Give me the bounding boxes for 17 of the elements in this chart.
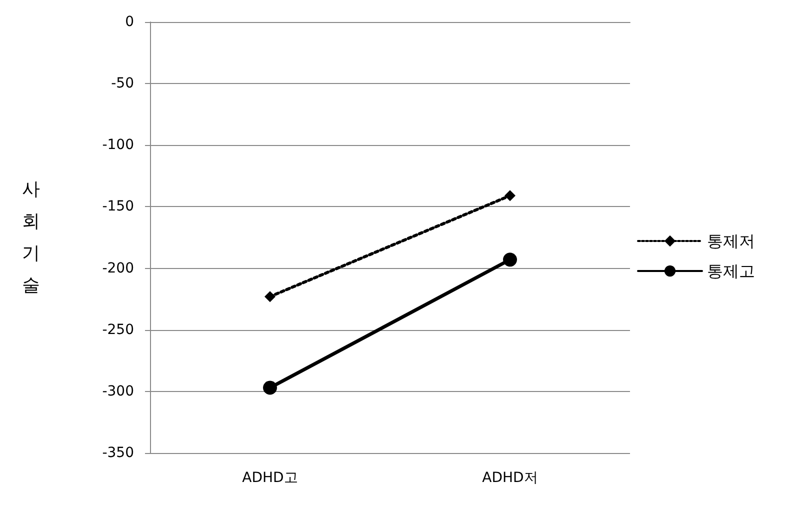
point [264, 291, 276, 302]
y-tick-label: -300 [102, 383, 134, 400]
point [503, 252, 517, 267]
y-tick-label: -50 [111, 76, 134, 92]
x-tick-label: ADHD고 [242, 470, 298, 486]
y-tick-label: -100 [102, 137, 134, 154]
y-tick-label: -150 [102, 198, 134, 215]
y-axis-title: 사회기술 [22, 179, 40, 296]
x-tick-label: ADHD저 [482, 470, 538, 486]
point [504, 190, 516, 202]
point [263, 380, 277, 395]
y-tick-label: 0 [125, 14, 134, 30]
legend-label: 통제저 [707, 232, 755, 250]
y-tick-label: -250 [102, 322, 134, 338]
y-tick-label: -350 [102, 445, 134, 461]
legend-label: 통제고 [707, 262, 755, 280]
y-tick-label: -200 [102, 260, 134, 276]
